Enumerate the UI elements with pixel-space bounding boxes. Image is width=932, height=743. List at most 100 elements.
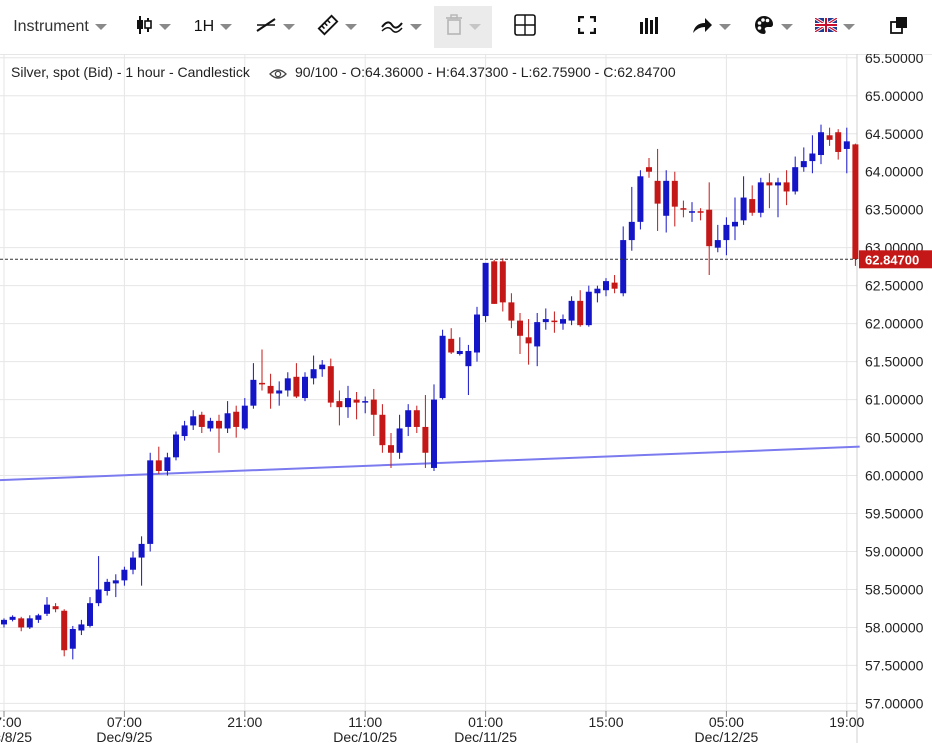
candle-down — [198, 414, 205, 427]
chevron-down-icon — [410, 24, 422, 30]
x-tick-date-label: Dec/10/25 — [333, 729, 397, 743]
indicators-dropdown[interactable] — [376, 6, 426, 48]
chevron-down-icon — [159, 24, 171, 30]
candle-up — [121, 569, 128, 581]
candlestick-icon — [135, 15, 153, 40]
crosshair-button[interactable] — [508, 6, 542, 48]
language-dropdown[interactable] — [812, 6, 858, 48]
candle-up — [568, 300, 575, 321]
candle-up — [740, 197, 747, 221]
candle-up — [585, 291, 592, 326]
fullscreen-button[interactable] — [570, 6, 604, 48]
candle-up — [542, 319, 549, 323]
candle-up — [620, 240, 627, 294]
share-dropdown[interactable] — [688, 6, 734, 48]
candle-down — [491, 261, 498, 304]
popout-button[interactable] — [882, 6, 916, 48]
y-tick-label: 64.00000 — [865, 164, 924, 180]
trash-icon — [445, 13, 463, 41]
volume-button[interactable] — [632, 6, 666, 48]
measure-tools-dropdown[interactable] — [312, 6, 362, 48]
popout-icon — [889, 15, 909, 40]
candle-down — [852, 144, 859, 260]
y-tick-label: 64.50000 — [865, 126, 924, 142]
y-tick-label: 63.50000 — [865, 202, 924, 218]
y-tick-label: 65.50000 — [865, 54, 924, 66]
x-tick-label: 19:00 — [829, 714, 864, 730]
theme-dropdown[interactable] — [750, 6, 796, 48]
candle-up — [792, 167, 799, 192]
chevron-down-icon — [283, 24, 295, 30]
candle-up — [628, 221, 635, 241]
candle-down — [336, 401, 343, 408]
eye-icon[interactable] — [269, 69, 287, 79]
candle-up — [1, 619, 7, 625]
candle-down — [353, 399, 360, 403]
candle-up — [534, 322, 541, 347]
y-tick-label: 61.00000 — [865, 392, 924, 408]
y-tick-label: 62.50000 — [865, 278, 924, 294]
trendline[interactable] — [0, 445, 860, 482]
y-tick-label: 59.00000 — [865, 543, 924, 559]
candle-down — [61, 610, 68, 651]
palette-icon — [753, 14, 775, 41]
price-chart[interactable]: 57.00000 57.50000 58.00000 58.50000 59.00000… — [0, 54, 932, 743]
x-tick-label: 01:00 — [468, 714, 503, 730]
legend-ohlc: 90/100 - O:64.36000 - H:64.37300 - L:62.… — [295, 64, 676, 80]
y-tick-label: 57.00000 — [865, 695, 924, 711]
candle-up — [362, 401, 369, 403]
candle-down — [646, 167, 652, 172]
chevron-down-icon — [843, 24, 855, 30]
candle-down — [448, 338, 455, 353]
y-tick-label: 58.50000 — [865, 581, 924, 597]
candle-up — [809, 153, 816, 162]
chevron-down-icon — [94, 24, 107, 30]
drawing-tools-dropdown[interactable] — [250, 6, 300, 48]
chart-toolbar: Instrument 1H — [0, 0, 932, 55]
candle-down — [551, 320, 558, 323]
y-tick-label: 59.50000 — [865, 506, 924, 522]
crosshair-icon — [513, 13, 537, 42]
candle-up — [190, 416, 197, 426]
y-tick-label: 60.50000 — [865, 430, 924, 446]
bars-icon — [639, 16, 659, 39]
y-tick-label: 58.00000 — [865, 619, 924, 635]
expand-icon — [577, 15, 597, 39]
instrument-label: Instrument — [13, 18, 89, 35]
candle-up — [723, 224, 730, 241]
candle-down — [577, 300, 584, 326]
x-tick-label: 07:00 — [107, 714, 142, 730]
candle-up — [800, 161, 807, 168]
delete-dropdown[interactable] — [434, 6, 492, 48]
candle-up — [843, 141, 850, 149]
candle-up — [181, 425, 188, 437]
candle-down — [766, 182, 773, 186]
candle-down — [783, 182, 790, 192]
candle-up — [69, 628, 76, 649]
candle-up — [276, 390, 283, 394]
chart-type-dropdown[interactable] — [128, 6, 178, 48]
timeframe-dropdown[interactable]: 1H — [188, 6, 238, 48]
x-tick-label: 15:00 — [588, 714, 623, 730]
candle-up — [439, 335, 446, 399]
y-tick-label: 57.50000 — [865, 657, 924, 673]
candle-up — [26, 618, 33, 628]
candle-down — [654, 180, 661, 204]
instrument-dropdown[interactable]: Instrument — [2, 6, 118, 48]
candle-up — [396, 428, 403, 453]
x-tick-label: 05:00 — [709, 714, 744, 730]
candle-down — [835, 132, 842, 152]
candle-down — [826, 135, 833, 140]
candle-up — [224, 413, 231, 429]
candle-up — [603, 281, 609, 291]
candle-down — [327, 366, 334, 403]
candle-up — [78, 624, 85, 631]
y-tick-label: 65.00000 — [865, 88, 924, 104]
candle-up — [818, 132, 824, 156]
candle-down — [508, 302, 515, 321]
candle-down — [293, 376, 300, 397]
share-arrow-icon — [691, 15, 713, 40]
candle-down — [370, 399, 377, 415]
candle-up — [637, 176, 644, 222]
candle-down — [18, 618, 25, 628]
